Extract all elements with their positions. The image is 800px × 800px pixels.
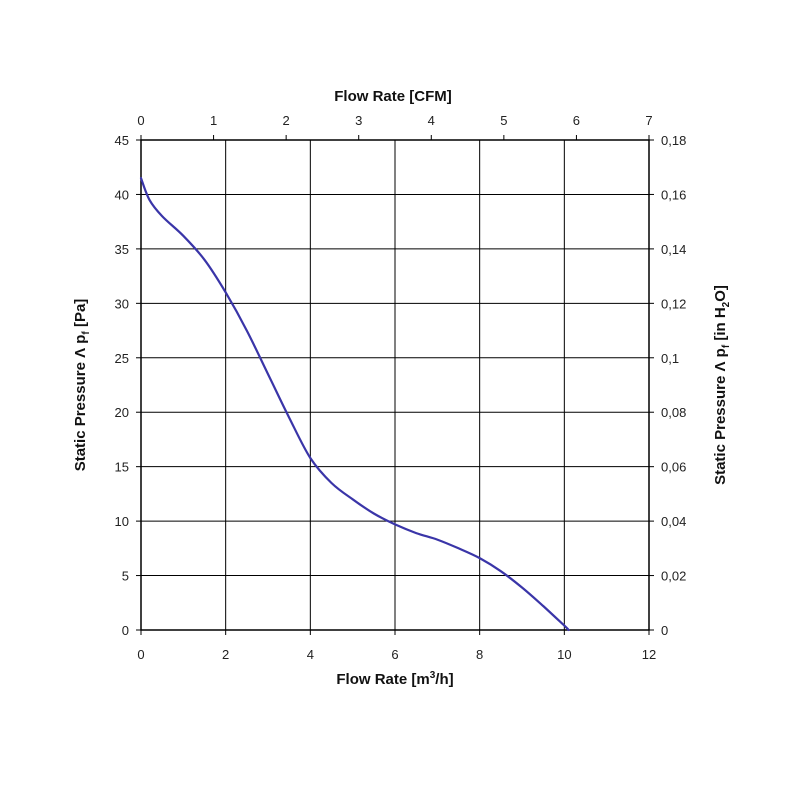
y2-tick-label: 0 [661,623,668,638]
pressure-curve [139,177,570,632]
y2-tick-label: 0,06 [661,460,686,475]
y-axis-title: Static Pressure Λ pf [Pa] [72,299,92,472]
y2-tick-label: 0,1 [661,351,679,366]
y2-tick-label: 0,14 [661,242,686,257]
y-tick-label: 40 [115,187,129,202]
y2-tick-label: 0,18 [661,133,686,148]
x2-tick-label: 2 [283,113,290,128]
y2-tick-label: 0,08 [661,405,686,420]
x2-tick-label: 6 [573,113,580,128]
y-tick-label: 45 [115,133,129,148]
y-tick-label: 5 [122,569,129,584]
x-tick-label: 10 [557,647,571,662]
x2-tick-label: 5 [500,113,507,128]
series [139,177,570,632]
x-tick-label: 8 [476,647,483,662]
y2-tick-label: 0,16 [661,187,686,202]
x-tick-label: 0 [137,647,144,662]
y-tick-label: 25 [115,351,129,366]
y2-axis-title: Static Pressure Λ pf [in H2O] [712,285,732,485]
y-tick-label: 0 [122,623,129,638]
x2-tick-label: 0 [137,113,144,128]
y-tick-label: 10 [115,514,129,529]
x2-tick-label: 4 [428,113,435,128]
x-axis-title: Flow Rate [m3/h] [336,670,453,688]
y-tick-label: 30 [115,296,129,311]
x-tick-label: 2 [222,647,229,662]
y-tick-label: 20 [115,405,129,420]
y2-tick-label: 0,12 [661,296,686,311]
x-tick-label: 6 [391,647,398,662]
x2-tick-label: 7 [645,113,652,128]
x2-axis-title: Flow Rate [CFM] [334,88,452,105]
x-tick-label: 12 [642,647,656,662]
y-tick-label: 35 [115,242,129,257]
y2-tick-label: 0,02 [661,569,686,584]
y-tick-label: 15 [115,460,129,475]
x-tick-label: 4 [307,647,314,662]
y2-tick-label: 0,04 [661,514,686,529]
grid [141,140,649,630]
x2-tick-label: 1 [210,113,217,128]
x2-tick-label: 3 [355,113,362,128]
